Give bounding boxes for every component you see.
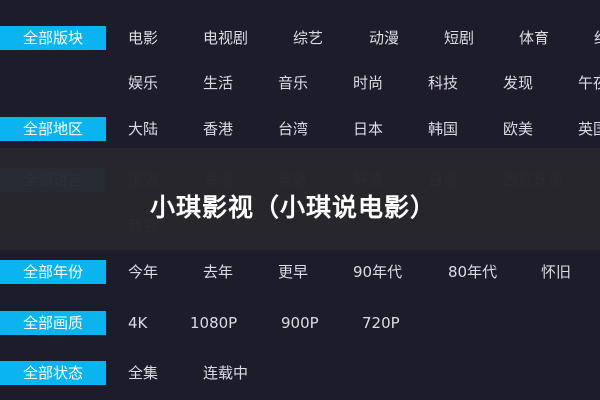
filter-all-button[interactable]: 全部画质 [0, 311, 106, 335]
filter-option[interactable]: 台湾 [278, 120, 309, 138]
filter-all-button[interactable]: 全部版块 [0, 26, 106, 50]
filter-option[interactable]: 去年 [203, 263, 234, 281]
filter-option[interactable]: 大陆 [128, 120, 159, 138]
filter-row: 全部画质 4K 1080P 900P 720P [0, 311, 600, 335]
filter-option[interactable]: 短剧 [444, 29, 475, 47]
filter-option[interactable]: 今年 [128, 263, 159, 281]
overlay-title: 小琪影视（小琪说电影） [150, 193, 437, 222]
filter-option[interactable]: 连载中 [203, 364, 249, 382]
filter-option[interactable]: 90年代 [353, 263, 403, 281]
filter-option[interactable]: 韩国 [428, 120, 459, 138]
filter-option[interactable]: 午夜 [578, 74, 600, 92]
filter-option[interactable]: 电视剧 [203, 29, 249, 47]
filter-option[interactable]: 综艺 [293, 29, 324, 47]
filter-option[interactable]: 纪录 [594, 26, 600, 50]
filter-option[interactable]: 1080P [190, 314, 238, 332]
filter-all-button[interactable]: 全部年份 [0, 260, 106, 284]
filter-option[interactable]: 80年代 [448, 263, 498, 281]
filter-option[interactable]: 日本 [353, 120, 384, 138]
filter-row: 全部地区 大陆 香港 台湾 日本 韩国 欧美 英国 [0, 117, 600, 141]
filter-option[interactable]: 更早 [278, 263, 309, 281]
filter-option[interactable]: 时尚 [353, 74, 384, 92]
filter-all-button[interactable]: 全部状态 [0, 361, 106, 385]
filter-option[interactable]: 怀旧 [541, 263, 572, 281]
filter-option[interactable]: 科技 [428, 74, 459, 92]
title-overlay-band [0, 148, 600, 250]
filter-row: 全部年份 今年 去年 更早 90年代 80年代 怀旧 [0, 260, 600, 284]
filter-option[interactable]: 4K [128, 314, 148, 332]
filter-option[interactable]: 动漫 [369, 29, 400, 47]
filter-option[interactable]: 发现 [503, 74, 534, 92]
filter-option[interactable]: 香港 [203, 120, 234, 138]
filter-option[interactable]: 欧美 [503, 120, 534, 138]
filter-option[interactable]: 720P [362, 314, 400, 332]
filter-all-button[interactable]: 全部地区 [0, 117, 106, 141]
filter-option[interactable]: 娱乐 [128, 74, 159, 92]
filter-row: 全部版块 电影 电视剧 综艺 动漫 短剧 体育 纪录 [0, 26, 600, 50]
filter-option[interactable]: 全集 [128, 364, 159, 382]
filter-option[interactable]: 英国 [578, 120, 600, 138]
filter-option[interactable]: 体育 [519, 29, 550, 47]
filter-option[interactable]: 900P [281, 314, 319, 332]
filter-option[interactable]: 生活 [203, 74, 234, 92]
filter-option[interactable]: 音乐 [278, 74, 309, 92]
filter-option[interactable]: 电影 [128, 29, 159, 47]
filter-row: 娱乐 生活 音乐 时尚 科技 发现 午夜 [0, 71, 600, 95]
filter-row: 全部状态 全集 连载中 [0, 361, 600, 385]
